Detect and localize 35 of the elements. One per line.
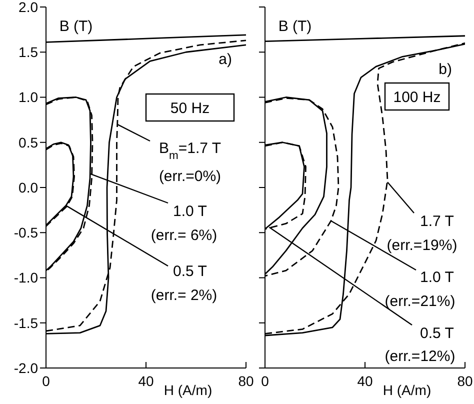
y-tick-label: -1.5 <box>14 314 38 331</box>
y-tick-label: 1.0 <box>18 89 38 106</box>
annotation: (err.=19%) <box>386 237 458 254</box>
annotation: (err.=21%) <box>384 293 456 310</box>
y-axis-title: B (T) <box>278 18 312 35</box>
x-tick-label: 40 <box>138 372 154 389</box>
y-tick-label: 2.0 <box>18 0 38 15</box>
y-tick-label: 0.0 <box>18 179 38 196</box>
annotation: 50 Hz <box>170 100 210 117</box>
annotation: 0.5 T <box>420 325 454 342</box>
annotation: (err.=0%) <box>158 168 222 185</box>
y-tick-label: -2.0 <box>14 360 38 376</box>
y-tick-label: 1.5 <box>18 44 38 60</box>
annotation: 1.7 T <box>420 213 454 230</box>
y-axis-title: B (T) <box>59 18 93 35</box>
annotation: 100 Hz <box>393 89 441 106</box>
x-tick-label: 80 <box>238 372 254 389</box>
y-tick-label: -1.0 <box>14 270 38 286</box>
annotation: b) <box>438 61 452 78</box>
annotation: (err.= 6%) <box>150 227 218 244</box>
annotation: 0.5 T <box>173 263 207 280</box>
x-axis-title: H (A/m) <box>164 382 212 398</box>
annotation: (err.=12%) <box>384 348 456 365</box>
x-tick-label: 0 <box>42 372 50 389</box>
annotation: 1.0 T <box>420 269 454 286</box>
annotation: 1.0 T <box>173 203 207 220</box>
x-tick-label: 40 <box>357 372 373 389</box>
y-tick-label: -0.5 <box>14 224 38 241</box>
x-axis-title: H (A/m) <box>382 382 432 398</box>
annotation: (err.= 2%) <box>150 287 218 304</box>
annotation: a) <box>218 51 232 68</box>
y-tick-label: 0.5 <box>18 134 38 150</box>
x-tick-label: 80 <box>457 372 473 389</box>
annotation: B$_{m}$=1.7 T <box>158 140 222 162</box>
x-tick-label: 0 <box>261 372 270 389</box>
